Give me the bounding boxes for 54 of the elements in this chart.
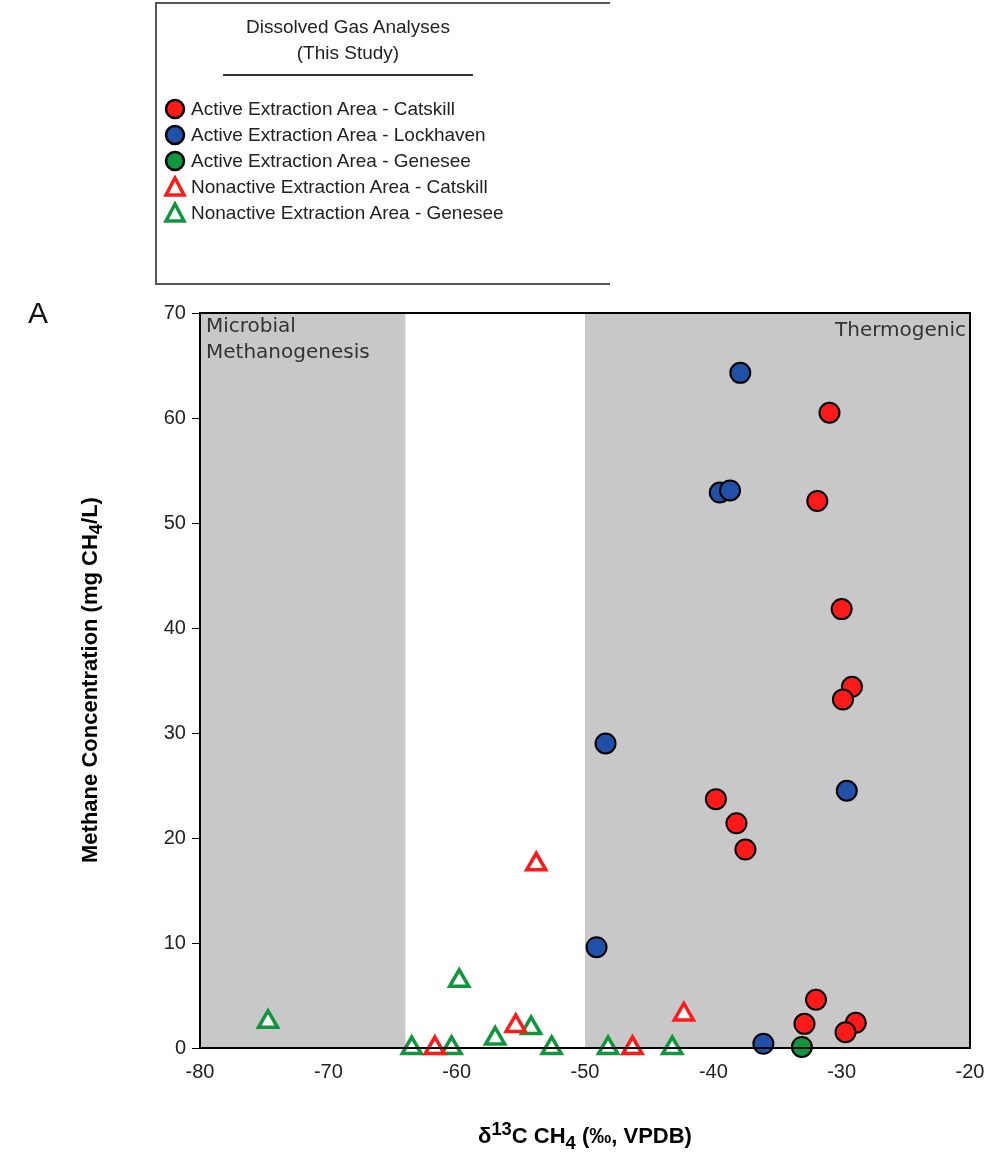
point: [596, 1035, 620, 1056]
y-tick-label: 40: [163, 615, 186, 638]
x-tick-label: -50: [570, 1059, 600, 1082]
y-tick-label: 70: [163, 300, 186, 323]
y-tick-label: 30: [163, 720, 186, 743]
legend-label: Active Extraction Area - Genesee: [191, 150, 471, 172]
point: [423, 1035, 447, 1056]
band-label: Microbial Methanogenesis: [206, 313, 370, 364]
point: [660, 1035, 684, 1056]
point: [835, 779, 858, 802]
point: [834, 1021, 857, 1044]
point: [806, 489, 829, 512]
legend-title: Dissolved Gas Analyses (This Study): [223, 14, 473, 76]
point: [729, 361, 752, 384]
point: [256, 1009, 280, 1029]
point: [719, 479, 742, 502]
y-tick-label: 50: [163, 510, 186, 533]
legend-label: Active Extraction Area - Lockhaven: [191, 124, 486, 146]
x-axis-title: δ$^{13}$C CH$_{4}$ (‰, VPDB): [477, 1118, 693, 1154]
x-tick-label: -60: [442, 1059, 472, 1082]
x-tick-label: -30: [827, 1059, 857, 1082]
legend-label: Active Extraction Area - Catskill: [191, 98, 455, 120]
point: [447, 968, 471, 989]
point: [540, 1035, 563, 1056]
point: [504, 1013, 527, 1034]
point: [585, 936, 608, 959]
point: [818, 401, 841, 424]
point: [672, 1001, 696, 1022]
x-tick-label: -70: [313, 1059, 343, 1082]
y-tick-label: 60: [163, 405, 186, 428]
x-tick-label: -80: [185, 1059, 215, 1082]
point: [621, 1035, 644, 1056]
point: [524, 851, 548, 872]
point: [831, 688, 854, 711]
point: [752, 1032, 775, 1055]
point: [400, 1035, 424, 1056]
legend-label: Nonactive Extraction Area - Genesee: [191, 202, 504, 224]
point: [790, 1035, 813, 1058]
band-label: Thermogenic: [833, 317, 966, 342]
point: [725, 812, 748, 835]
point: [594, 732, 617, 755]
y-tick-label: 10: [163, 930, 186, 953]
x-tick-label: -20: [955, 1059, 985, 1082]
point: [704, 788, 727, 811]
legend-label: Nonactive Extraction Area - Catskill: [191, 176, 488, 198]
point: [830, 598, 853, 621]
x-tick-label: -40: [698, 1059, 728, 1082]
point: [734, 838, 757, 861]
y-tick-label: 20: [163, 825, 186, 848]
point: [793, 1012, 816, 1035]
point: [483, 1025, 507, 1046]
y-tick-label: 0: [174, 1035, 186, 1058]
text: A: [28, 296, 49, 330]
point: [805, 988, 827, 1011]
